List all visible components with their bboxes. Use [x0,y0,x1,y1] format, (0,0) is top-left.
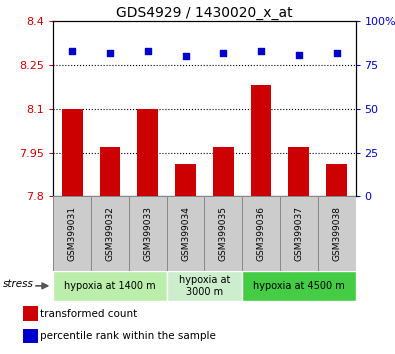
Text: GSM399031: GSM399031 [68,206,77,261]
Text: stress: stress [3,279,34,289]
Bar [280,196,318,271]
Point [107,50,113,56]
Text: hypoxia at 1400 m: hypoxia at 1400 m [64,281,156,291]
Bar [129,196,167,271]
Point [220,50,226,56]
Text: GSM399033: GSM399033 [143,206,152,261]
Text: GSM399032: GSM399032 [105,206,115,261]
Point [69,48,75,54]
Point [145,48,151,54]
Bar [53,196,91,271]
Bar [326,164,347,196]
Bar [167,271,242,301]
Bar [288,147,309,196]
Bar [251,85,271,196]
Bar [53,271,167,301]
Bar [100,147,120,196]
Point [296,52,302,57]
Text: GSM399034: GSM399034 [181,206,190,261]
Bar [242,271,356,301]
Bar [205,196,242,271]
Point [182,53,189,59]
Bar [62,109,83,196]
Text: hypoxia at
3000 m: hypoxia at 3000 m [179,275,230,297]
Bar [91,196,129,271]
Bar [213,147,234,196]
Text: GSM399036: GSM399036 [257,206,265,261]
Bar [318,196,356,271]
Text: GSM399038: GSM399038 [332,206,341,261]
Bar [242,196,280,271]
Bar [167,196,205,271]
Text: transformed count: transformed count [40,309,137,319]
Bar [137,109,158,196]
Point [258,48,264,54]
Text: GSM399035: GSM399035 [219,206,228,261]
Bar [23,307,38,321]
Point [333,50,340,56]
Text: hypoxia at 4500 m: hypoxia at 4500 m [253,281,345,291]
Title: GDS4929 / 1430020_x_at: GDS4929 / 1430020_x_at [116,6,293,20]
Bar [23,329,38,343]
Bar [175,164,196,196]
Text: percentile rank within the sample: percentile rank within the sample [40,331,216,341]
Text: GSM399037: GSM399037 [294,206,303,261]
